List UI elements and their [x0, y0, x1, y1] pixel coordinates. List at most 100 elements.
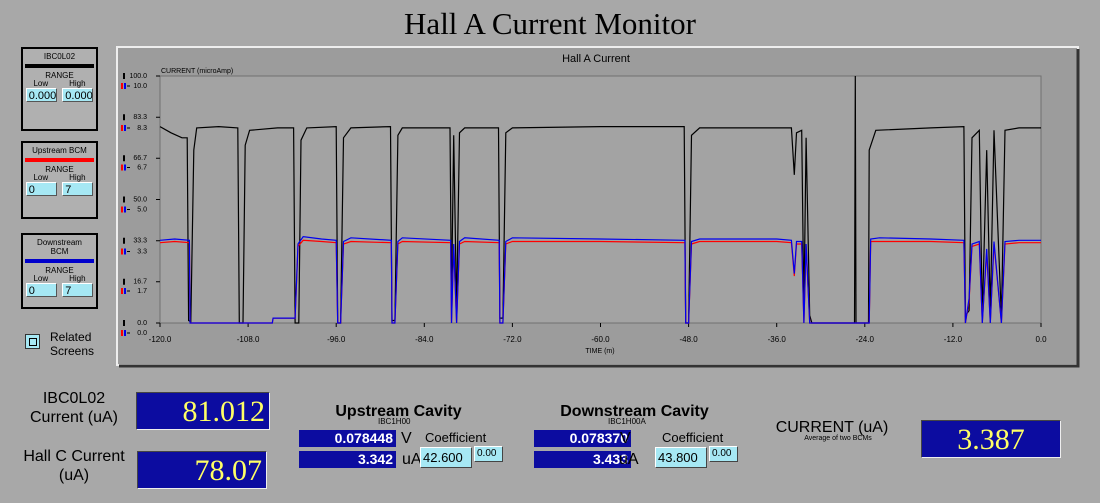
y-tick-label: 0.0 — [137, 320, 147, 327]
x-tick-label: -48.0 — [679, 335, 698, 344]
button-icon — [29, 338, 37, 346]
low-label: Low — [33, 79, 49, 88]
y-axis-marker — [123, 155, 125, 162]
y2-axis-marker — [124, 164, 126, 171]
y2-axis-marker — [124, 248, 126, 255]
y-tick-label: 16.7 — [133, 279, 147, 286]
y2-axis-marker — [124, 83, 126, 89]
device-name: IBC1H00 — [378, 417, 411, 426]
y2-axis-marker — [124, 124, 126, 131]
coefficient-label: Coefficient — [662, 430, 724, 445]
low-label: Low — [33, 274, 49, 283]
y-tick-label: 33.3 — [133, 238, 147, 245]
y2-tick-label: 5.0 — [137, 206, 147, 213]
high-input[interactable]: 0.000 — [62, 88, 94, 102]
chart-title: Hall A Current — [562, 53, 630, 65]
readout-value: 81.012 — [136, 392, 270, 430]
high-label: High — [69, 173, 86, 182]
related-screens-button[interactable] — [25, 334, 40, 349]
y2-axis-marker — [121, 164, 123, 171]
low-input[interactable]: 0 — [25, 182, 57, 196]
y2-tick-label: 1.7 — [137, 288, 147, 295]
low-input[interactable]: 0 — [25, 283, 57, 297]
panel-title: Upstream BCM — [32, 146, 87, 155]
device-name: IBC1H00A — [608, 417, 646, 426]
current-unit: uA — [402, 451, 422, 468]
y2-axis-marker — [124, 288, 126, 295]
y-tick-label: 83.3 — [133, 114, 147, 121]
y-axis-marker — [123, 278, 125, 285]
y-axis-marker — [123, 320, 125, 326]
x-tick-label: -60.0 — [591, 335, 610, 344]
y2-tick-label: 3.3 — [137, 248, 147, 255]
x-axis-label: TIME (m) — [585, 348, 614, 355]
plot-frame-shadow — [119, 49, 1080, 368]
legend-swatch — [25, 158, 94, 162]
x-tick-label: -24.0 — [856, 335, 875, 344]
y-axis-label: CURRENT (microAmp) — [161, 68, 233, 75]
plot-area — [159, 75, 1042, 324]
x-tick-label: -120.0 — [149, 335, 172, 344]
x-tick-label: -72.0 — [503, 335, 522, 344]
y2-tick-label: 6.7 — [137, 164, 147, 171]
coefficient-input[interactable]: 42.600 — [420, 447, 472, 468]
coefficient-label: Coefficient — [425, 430, 487, 445]
page-title: Hall A Current Monitor — [404, 6, 696, 41]
low-label: Low — [33, 173, 49, 182]
x-tick-label: 0.0 — [1035, 335, 1047, 344]
high-input[interactable]: 7 — [62, 283, 94, 297]
y2-tick-label: 10.0 — [133, 83, 147, 90]
y-axis-marker — [123, 237, 125, 244]
average-note: Average of two BCMs — [804, 435, 872, 442]
x-tick-label: -96.0 — [327, 335, 346, 344]
current-value: 3.342 — [299, 451, 396, 468]
x-tick-label: -108.0 — [237, 335, 260, 344]
y2-tick-label: 8.3 — [137, 125, 147, 132]
offset-input[interactable]: 0.00 — [709, 446, 738, 462]
voltage-value: 0.078448 — [299, 430, 396, 447]
range-label: RANGE — [45, 165, 74, 174]
y2-axis-marker — [121, 83, 123, 89]
y2-axis-marker — [121, 330, 123, 336]
legend-swatch — [25, 64, 94, 68]
average-label: CURRENT (uA) — [775, 419, 889, 436]
voltage-unit: V — [401, 430, 412, 447]
y-tick-label: 100.0 — [129, 73, 147, 80]
y2-axis-marker — [121, 124, 123, 131]
range-label: RANGE — [45, 266, 74, 275]
current-value: 3.433 — [534, 451, 631, 468]
y2-axis-marker — [121, 288, 123, 295]
legend-swatch — [25, 259, 94, 263]
readout-label: IBC0L02 Current (uA) — [29, 390, 119, 426]
low-input[interactable]: 0.000 — [25, 88, 57, 102]
average-value: 3.387 — [921, 420, 1061, 458]
panel-title: IBC0L02 — [43, 52, 76, 61]
y-tick-label: 50.0 — [133, 196, 147, 203]
panel-title: Downstream BCM — [37, 238, 82, 256]
range-label: RANGE — [45, 71, 74, 80]
x-tick-label: -84.0 — [415, 335, 434, 344]
voltage-value: 0.078370 — [534, 430, 631, 447]
y2-axis-marker — [124, 330, 126, 336]
cavity-title: Upstream Cavity — [335, 403, 462, 420]
high-label: High — [69, 79, 86, 88]
coefficient-input[interactable]: 43.800 — [655, 447, 707, 468]
offset-input[interactable]: 0.00 — [474, 446, 503, 462]
x-tick-label: -36.0 — [768, 335, 787, 344]
voltage-unit: V — [620, 430, 631, 447]
readout-label: Hall C Current (uA) — [23, 448, 125, 484]
current-unit: uA — [619, 451, 639, 468]
y2-axis-marker — [121, 248, 123, 255]
series-line — [159, 235, 1041, 324]
readout-value: 78.07 — [137, 451, 267, 489]
cavity-title: Downstream Cavity — [560, 403, 709, 420]
high-input[interactable]: 7 — [62, 182, 94, 196]
related-screens-label[interactable]: Related Screens — [50, 330, 95, 358]
y-axis-marker — [123, 114, 125, 121]
y-tick-label: 66.7 — [133, 155, 147, 162]
y2-axis-marker — [124, 206, 126, 213]
